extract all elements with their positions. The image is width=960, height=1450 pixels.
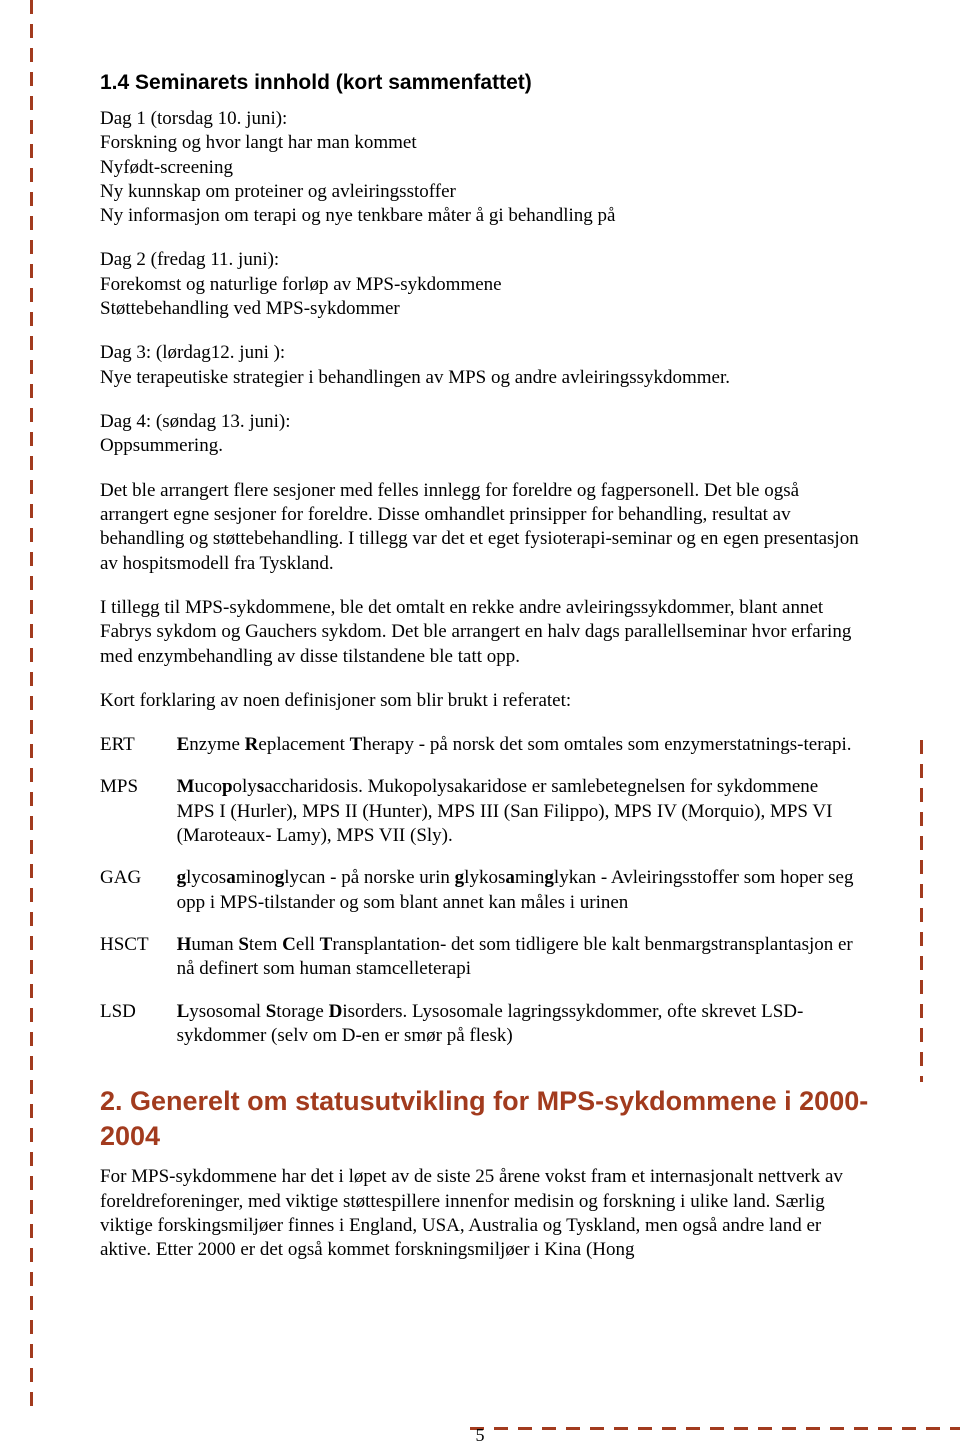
day3-line-0: Nye terapeutiske strategier i behandling… [100,367,730,388]
section1-para2: I tillegg til MPS-sykdommene, ble det om… [100,596,870,669]
section-2-heading: 2. Generelt om statusutvikling for MPS-s… [100,1084,870,1153]
definition-row: ERTEnzyme Replacement Therapy - på norsk… [100,733,857,775]
day1-line-0: Forskning og hvor langt har man kommet [100,132,417,153]
definition-row: MPSMucopolysaccharidosis. Mukopolysakari… [100,775,857,866]
definition-term: LSD [100,1000,177,1067]
page-number: 5 [476,1425,485,1443]
day4-label: Dag 4: (søndag 13. juni): [100,411,291,432]
definitions-table: ERTEnzyme Replacement Therapy - på norsk… [100,733,857,1066]
definition-row: LSDLysosomal Storage Disorders. Lysosoma… [100,1000,857,1067]
definition-text: glycosaminoglycan - på norske urin glyko… [177,866,857,933]
section2-para1: For MPS-sykdommene har det i løpet av de… [100,1165,870,1262]
definition-term: GAG [100,866,177,933]
day1-line-2: Ny kunnskap om proteiner og avleiringsst… [100,181,456,202]
day3-label: Dag 3: (lørdag12. juni ): [100,342,285,363]
day1-label: Dag 1 (torsdag 10. juni): [100,108,287,129]
day2-block: Dag 2 (fredag 11. juni): Forekomst og na… [100,248,870,321]
day3-block: Dag 3: (lørdag12. juni ): Nye terapeutis… [100,341,870,390]
section1-para1: Det ble arrangert flere sesjoner med fel… [100,479,870,576]
definition-text: Lysosomal Storage Disorders. Lysosomale … [177,1000,857,1067]
border-right-dashes [920,740,923,1092]
day1-line-3: Ny informasjon om terapi og nye tenkbare… [100,205,615,226]
border-left-dashes [30,0,33,1416]
page-content: 1.4 Seminarets innhold (kort sammenfatte… [100,70,870,1283]
definition-text: Enzyme Replacement Therapy - på norsk de… [177,733,857,775]
day4-block: Dag 4: (søndag 13. juni): Oppsummering. [100,410,870,459]
definition-term: HSCT [100,933,177,1000]
definition-row: GAGglycosaminoglycan - på norske urin gl… [100,866,857,933]
section-1-4-heading: 1.4 Seminarets innhold (kort sammenfatte… [100,70,870,97]
day1-block: Dag 1 (torsdag 10. juni): Forskning og h… [100,107,870,229]
day4-line-0: Oppsummering. [100,435,223,456]
border-bottom-dashes [470,1427,960,1430]
day2-line-0: Forekomst og naturlige forløp av MPS-syk… [100,274,502,295]
document-page: 1.4 Seminarets innhold (kort sammenfatte… [0,0,960,1450]
section1-para3: Kort forklaring av noen definisjoner som… [100,689,870,713]
day1-line-1: Nyfødt-screening [100,157,233,178]
day2-label: Dag 2 (fredag 11. juni): [100,249,279,270]
day2-line-1: Støttebehandling ved MPS-sykdommer [100,298,400,319]
definition-term: ERT [100,733,177,775]
definition-text: Mucopolysaccharidosis. Mukopolysakaridos… [177,775,857,866]
definition-term: MPS [100,775,177,866]
definition-row: HSCTHuman Stem Cell Transplantation- det… [100,933,857,1000]
definition-text: Human Stem Cell Transplantation- det som… [177,933,857,1000]
